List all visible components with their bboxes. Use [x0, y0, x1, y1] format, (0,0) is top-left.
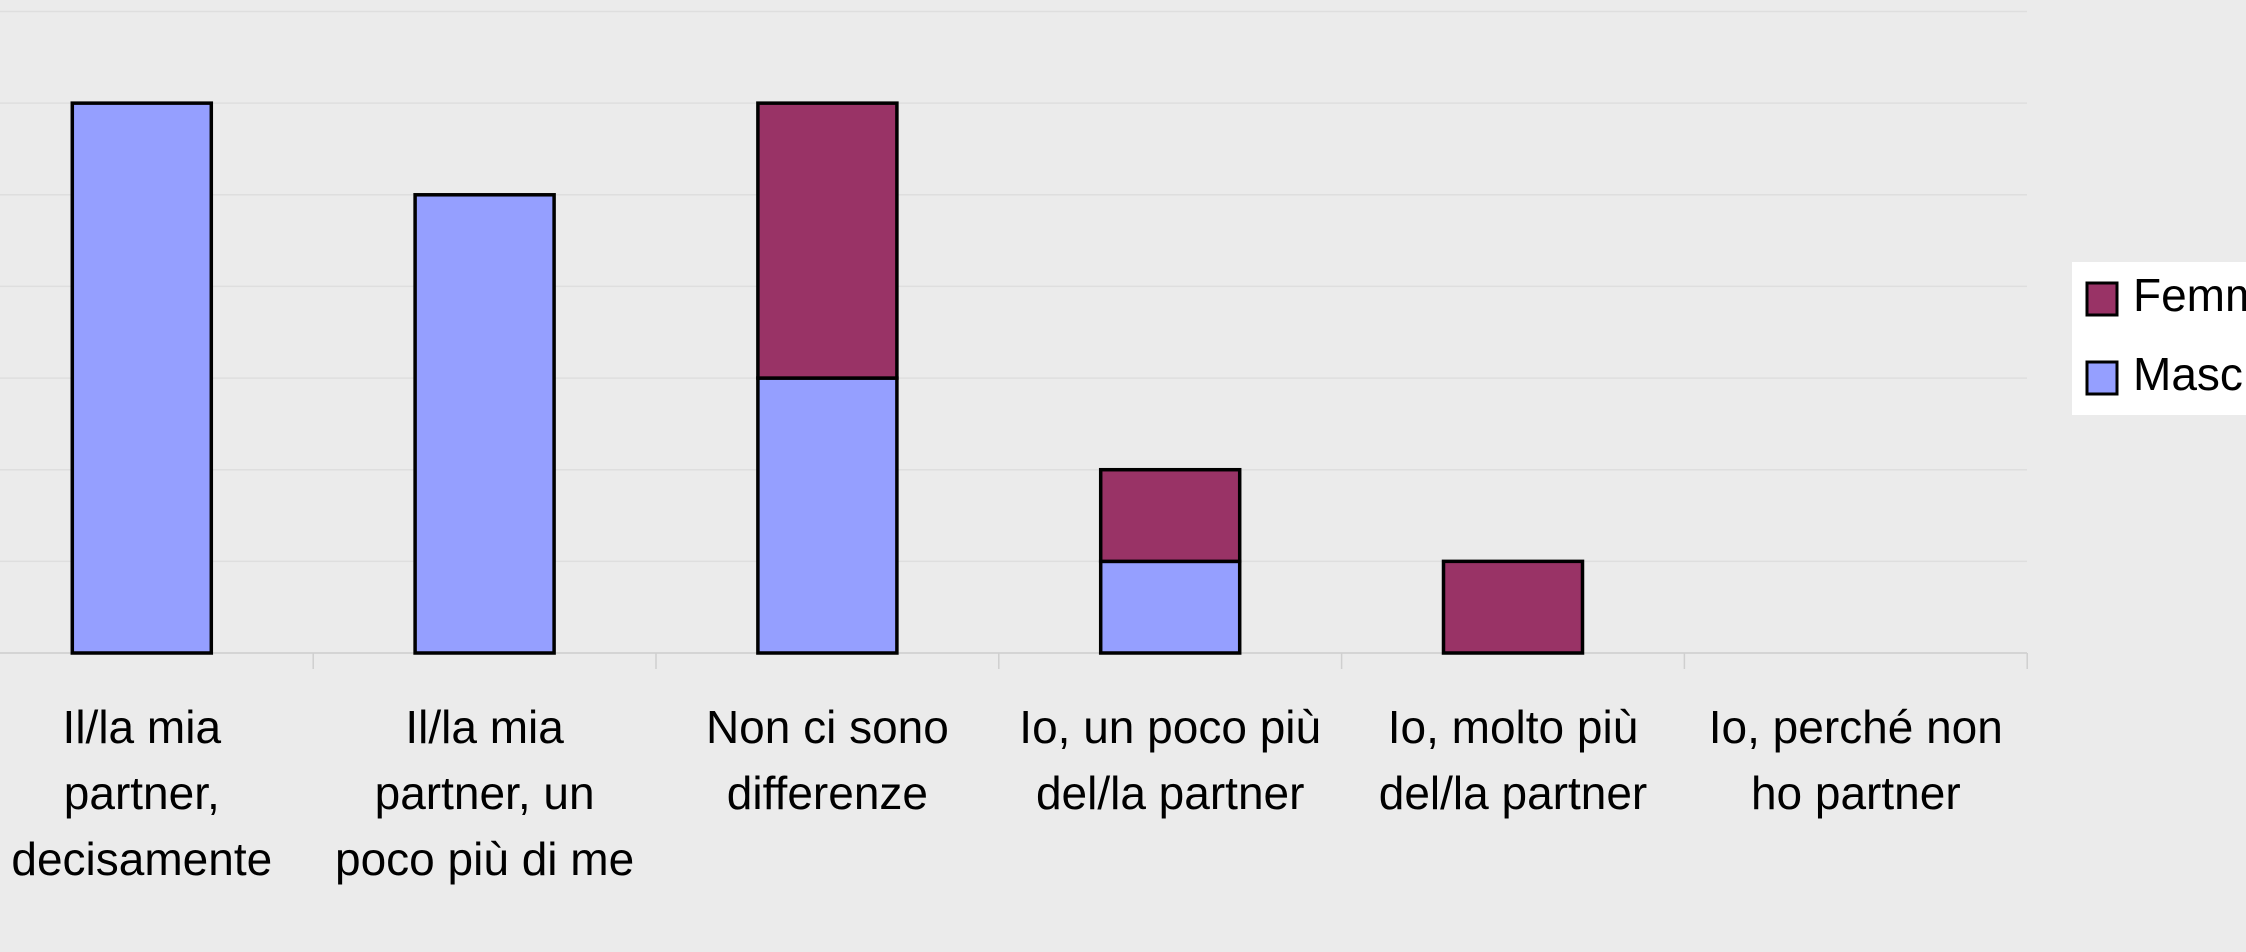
- bar-segment: [1098, 467, 1242, 564]
- legend-label: Maschi: [2133, 348, 2246, 400]
- x-tick-label: Il/la mia partner, un poco più di me: [335, 701, 634, 885]
- x-tick-label: Non ci sono differenze: [706, 701, 949, 819]
- x-tick-label: Io, un poco più del/la partner: [1019, 701, 1321, 819]
- bar-segment: [756, 101, 899, 380]
- bar-segment: [756, 376, 899, 655]
- bar-segment: [1098, 559, 1242, 655]
- x-tick-label: Io, molto più del/la partner: [1379, 701, 1648, 819]
- bar-segment: [1441, 559, 1585, 655]
- legend-label: Femmine: [2133, 269, 2246, 321]
- x-tick-label: Io, perché non ho partner: [1709, 701, 2003, 819]
- bar-segment: [70, 101, 214, 655]
- legend-swatch: [2085, 281, 2119, 317]
- x-tick-label: Il/la mia partner, decisamente: [11, 701, 272, 885]
- legend-swatch: [2085, 360, 2119, 396]
- bar-segment: [413, 193, 556, 655]
